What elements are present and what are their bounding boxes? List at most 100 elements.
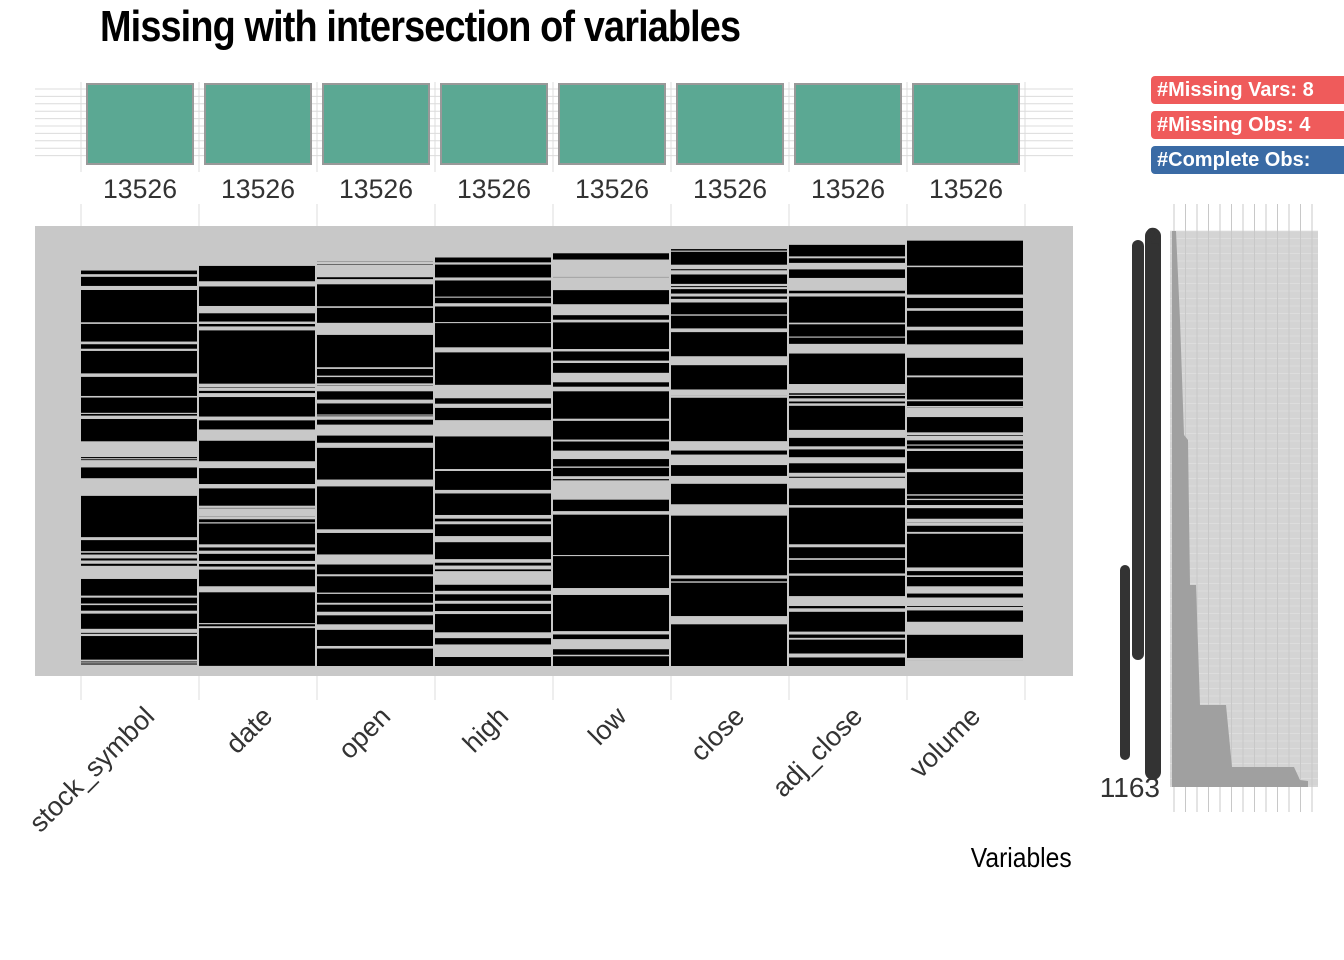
- present-cell-stripe: [789, 351, 905, 353]
- present-cell-stripe: [553, 277, 669, 291]
- present-cell-stripe: [671, 618, 787, 624]
- present-cell-stripe: [789, 277, 905, 291]
- present-cell-stripe: [81, 537, 197, 541]
- present-cell-stripe: [81, 664, 197, 668]
- present-cell-stripe: [671, 356, 787, 366]
- missing-count-label: 13526: [339, 174, 413, 204]
- present-cell-stripe: [435, 632, 551, 636]
- present-cell-stripe: [199, 383, 315, 388]
- present-cell-stripe: [907, 518, 1023, 523]
- present-cell-stripe: [435, 403, 551, 408]
- present-cell-stripe: [789, 631, 905, 635]
- present-cell-stripe: [553, 259, 669, 264]
- missing-vars-badge: #Missing Vars: 8: [1151, 76, 1344, 104]
- count-bar-panel: 13526 13526 13526 13526 13526 13526 13526 13526: [35, 82, 1073, 204]
- present-cell-stripe: [553, 389, 669, 392]
- present-cell-stripe: [671, 454, 787, 458]
- present-cell-stripe: [671, 390, 787, 394]
- variable-tick-label: adj_close: [766, 701, 868, 803]
- variable-tick-label: date: [220, 701, 278, 759]
- present-cell-stripe: [435, 590, 551, 595]
- present-cell-stripe: [789, 573, 905, 576]
- present-cell-stripe: [317, 574, 433, 577]
- present-cell-stripe: [553, 631, 669, 635]
- present-cell-stripe: [317, 592, 433, 594]
- present-cell-stripe: [317, 479, 433, 483]
- frequency-panel: 2 1163: [1100, 204, 1318, 812]
- present-cell-stripe: [907, 355, 1023, 358]
- present-cell-stripe: [81, 412, 197, 414]
- present-cell-stripe: [671, 441, 787, 451]
- present-cell-stripe: [907, 344, 1023, 358]
- present-cell-stripe: [907, 587, 1023, 594]
- present-cell-stripe: [435, 322, 551, 324]
- present-cell-stripe: [789, 394, 905, 396]
- present-cell-stripe: [81, 554, 197, 559]
- present-cell-stripe: [435, 420, 551, 430]
- present-cell-stripe: [789, 477, 905, 489]
- present-cell-stripe: [789, 322, 905, 325]
- missing-count-label: 13526: [929, 174, 1003, 204]
- present-cell-stripe: [199, 484, 315, 487]
- present-cell-stripe: [553, 360, 669, 362]
- present-cell-stripe: [907, 660, 1023, 671]
- present-cell-stripe: [789, 343, 905, 354]
- present-cell-stripe: [907, 308, 1023, 311]
- present-cell-stripe: [435, 653, 551, 657]
- present-cell-stripe: [317, 531, 433, 533]
- present-cell-stripe: [907, 375, 1023, 378]
- present-cell-stripe: [317, 529, 433, 533]
- heatmap-column: [907, 240, 1023, 671]
- present-cell-stripe: [199, 387, 315, 391]
- present-cell-stripe: [553, 372, 669, 383]
- present-cell-stripe: [435, 514, 551, 519]
- present-cell-stripe: [199, 282, 315, 287]
- missing-cell-block: [435, 257, 551, 666]
- present-cell-stripe: [907, 505, 1023, 509]
- present-cell-stripe: [907, 498, 1023, 501]
- present-cell-stripe: [671, 480, 787, 484]
- present-cell-stripe: [317, 557, 433, 559]
- present-cell-stripe: [435, 489, 551, 494]
- complete-obs-badge: #Complete Obs:: [1151, 146, 1344, 174]
- present-cell-stripe: [435, 303, 551, 307]
- variable-tick-label: volume: [903, 701, 986, 784]
- overlapping-label-bar: [1120, 565, 1130, 760]
- present-cell-stripe: [907, 444, 1023, 446]
- present-cell-stripe: [81, 551, 197, 553]
- present-cell-stripe: [907, 531, 1023, 534]
- present-cell-stripe: [317, 264, 433, 278]
- present-cell-stripe: [789, 505, 905, 508]
- missing-obs-badge: #Missing Obs: 4: [1151, 111, 1344, 139]
- present-cell-stripe: [435, 571, 551, 585]
- present-cell-stripe: [435, 611, 551, 615]
- present-cell-stripe: [317, 611, 433, 616]
- present-cell-stripe: [907, 294, 1023, 298]
- present-cell-stripe: [317, 559, 433, 562]
- present-cell-stripe: [671, 283, 787, 287]
- present-cell-stripe: [553, 418, 669, 421]
- missing-count-bar: [912, 83, 1020, 165]
- present-cell-stripe: [553, 386, 669, 391]
- present-cell-stripe: [199, 511, 315, 515]
- present-cell-stripe: [435, 600, 551, 604]
- missing-count-bar: [558, 83, 666, 165]
- present-cell-stripe: [317, 442, 433, 447]
- missing-cell-block: [789, 244, 905, 667]
- present-cell-stripe: [199, 505, 315, 508]
- present-cell-stripe: [553, 304, 669, 316]
- present-cell-stripe: [81, 268, 197, 271]
- missing-count-bar: [440, 83, 548, 165]
- present-cell-stripe: [199, 461, 315, 469]
- present-cell-stripe: [671, 575, 787, 579]
- present-cell-stripe: [907, 567, 1023, 572]
- present-cell-stripe: [81, 560, 197, 564]
- present-cell-stripe: [789, 384, 905, 387]
- variable-tick-label: close: [684, 701, 750, 767]
- present-cell-stripe: [671, 264, 787, 270]
- present-cell-stripe: [199, 623, 315, 625]
- present-cell-stripe: [81, 274, 197, 277]
- heatmap-column: [317, 261, 433, 666]
- present-cell-stripe: [671, 270, 787, 273]
- present-cell-stripe: [81, 571, 197, 575]
